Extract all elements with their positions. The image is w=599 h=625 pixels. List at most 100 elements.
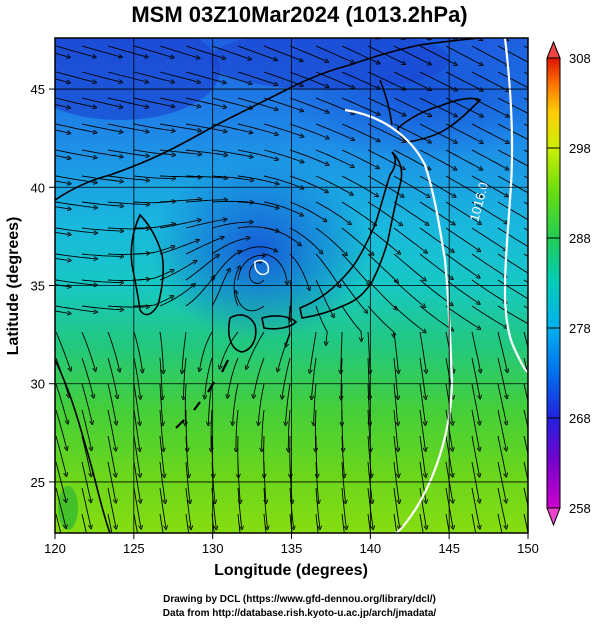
streamline	[107, 97, 147, 107]
streamline	[445, 45, 481, 65]
streamline	[107, 513, 113, 533]
streamline	[393, 149, 429, 169]
streamline	[258, 383, 265, 424]
streamline	[134, 20, 172, 33]
streamline	[419, 227, 453, 251]
streamline	[81, 487, 91, 527]
streamline	[523, 461, 528, 483]
streamline	[289, 513, 293, 533]
streamline	[107, 383, 116, 423]
colorbar-tick-label: 278	[569, 321, 591, 336]
streamline	[185, 97, 225, 107]
streamline	[81, 461, 91, 501]
x-axis-label: Longitude (degrees)	[214, 562, 368, 579]
streamline	[502, 38, 507, 40]
streamline	[159, 285, 194, 307]
streamline	[471, 487, 480, 527]
streamline	[471, 149, 507, 169]
colorbar-ticks: 258 268 278 288 298 308	[547, 51, 591, 516]
streamline	[185, 71, 225, 83]
streamline	[185, 383, 186, 424]
streamline	[107, 435, 116, 475]
streamline	[55, 103, 69, 108]
streamline	[445, 253, 479, 277]
streamline	[133, 175, 174, 178]
streamline	[523, 513, 528, 533]
streamline	[288, 409, 290, 450]
streamline	[471, 201, 506, 223]
streamline	[81, 253, 122, 256]
streamline	[185, 237, 222, 255]
streamline	[159, 331, 163, 372]
streamline	[314, 383, 317, 424]
streamline	[341, 97, 379, 114]
streamline	[107, 71, 147, 82]
colorbar-tick-label: 268	[569, 411, 591, 426]
streamline	[445, 227, 479, 250]
streamline	[82, 20, 120, 32]
x-tick-label: 150	[517, 541, 539, 556]
streamline	[55, 461, 66, 501]
streamline	[471, 513, 477, 533]
x-axis-ticks: 120 125 130 135 140 145 150	[44, 533, 539, 556]
streamline	[159, 487, 166, 528]
streamline	[419, 357, 426, 398]
colorbar-max-arrow	[546, 40, 561, 59]
streamline	[445, 123, 482, 142]
streamline	[523, 435, 528, 457]
streamline	[133, 45, 172, 57]
streamline	[471, 305, 506, 327]
streamline	[211, 45, 250, 59]
streamline	[445, 71, 482, 90]
streamline	[497, 305, 528, 325]
credit-data: Data from http://database.rish.kyoto-u.a…	[162, 608, 437, 619]
streamline	[185, 435, 189, 476]
streamline	[237, 201, 277, 208]
streamline	[237, 513, 241, 533]
streamline	[55, 123, 95, 132]
korea-coast	[130, 213, 165, 316]
streamline	[263, 513, 267, 533]
streamline	[367, 383, 370, 424]
streamline	[341, 513, 345, 533]
streamline	[263, 487, 267, 528]
streamline	[315, 201, 350, 223]
streamline	[160, 540, 167, 579]
china-coast	[55, 359, 111, 533]
streamline	[550, 540, 559, 579]
streamline	[133, 357, 140, 398]
streamline	[471, 123, 508, 142]
y-axis-ticks: 25 30 35 40 45	[31, 82, 55, 490]
colorbar-tick-label: 258	[569, 501, 591, 516]
streamline	[316, 20, 352, 37]
streamline	[393, 71, 430, 90]
streamline	[393, 383, 398, 424]
streamline	[419, 71, 456, 90]
streamline	[205, 357, 213, 397]
streamline	[159, 240, 198, 255]
streamline	[341, 253, 369, 284]
streamline	[471, 175, 507, 196]
x-tick-label: 140	[359, 541, 381, 556]
streamline	[211, 123, 251, 133]
streamline	[81, 97, 121, 107]
streamline	[497, 435, 506, 475]
streamline	[263, 175, 302, 188]
streamline	[523, 331, 528, 350]
streamline	[81, 71, 121, 82]
streamline	[498, 540, 506, 579]
streamline	[341, 45, 378, 63]
pressure-contours	[254, 38, 528, 533]
streamline	[55, 305, 96, 312]
streamline	[263, 253, 287, 283]
streamline	[263, 149, 302, 162]
streamline	[497, 487, 506, 527]
streamline	[368, 20, 404, 38]
streamline	[133, 247, 173, 255]
streamline	[81, 409, 91, 449]
streamline	[393, 357, 398, 398]
streamline	[81, 357, 93, 396]
y-axis-label: Latitude (degrees)	[5, 217, 22, 356]
streamline	[107, 306, 148, 307]
streamline	[211, 201, 252, 202]
